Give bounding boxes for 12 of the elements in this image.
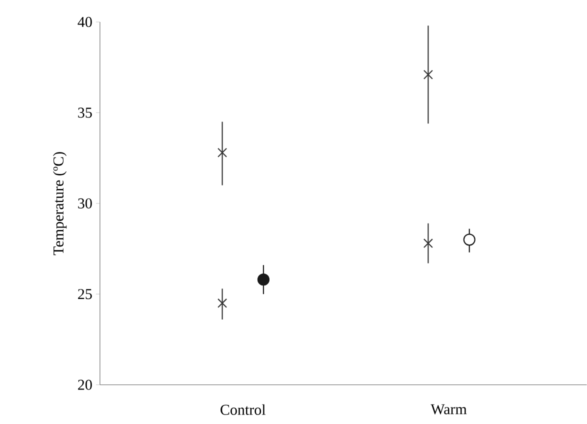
point (218, 298, 228, 308)
y-tick-label: 30 (78, 198, 92, 209)
x-tick-label: Warm (430, 404, 467, 414)
y-axis-title: Temperature (ºC) (52, 152, 67, 256)
y-tick-label: 25 (78, 289, 92, 300)
point (423, 238, 433, 248)
y-tick-label: 40 (78, 17, 92, 28)
point (423, 70, 433, 80)
x-tick-label: Control (220, 404, 266, 415)
y-tick-label: 20 (78, 380, 92, 390)
y-tick-label: 35 (78, 108, 92, 118)
point (218, 148, 228, 158)
